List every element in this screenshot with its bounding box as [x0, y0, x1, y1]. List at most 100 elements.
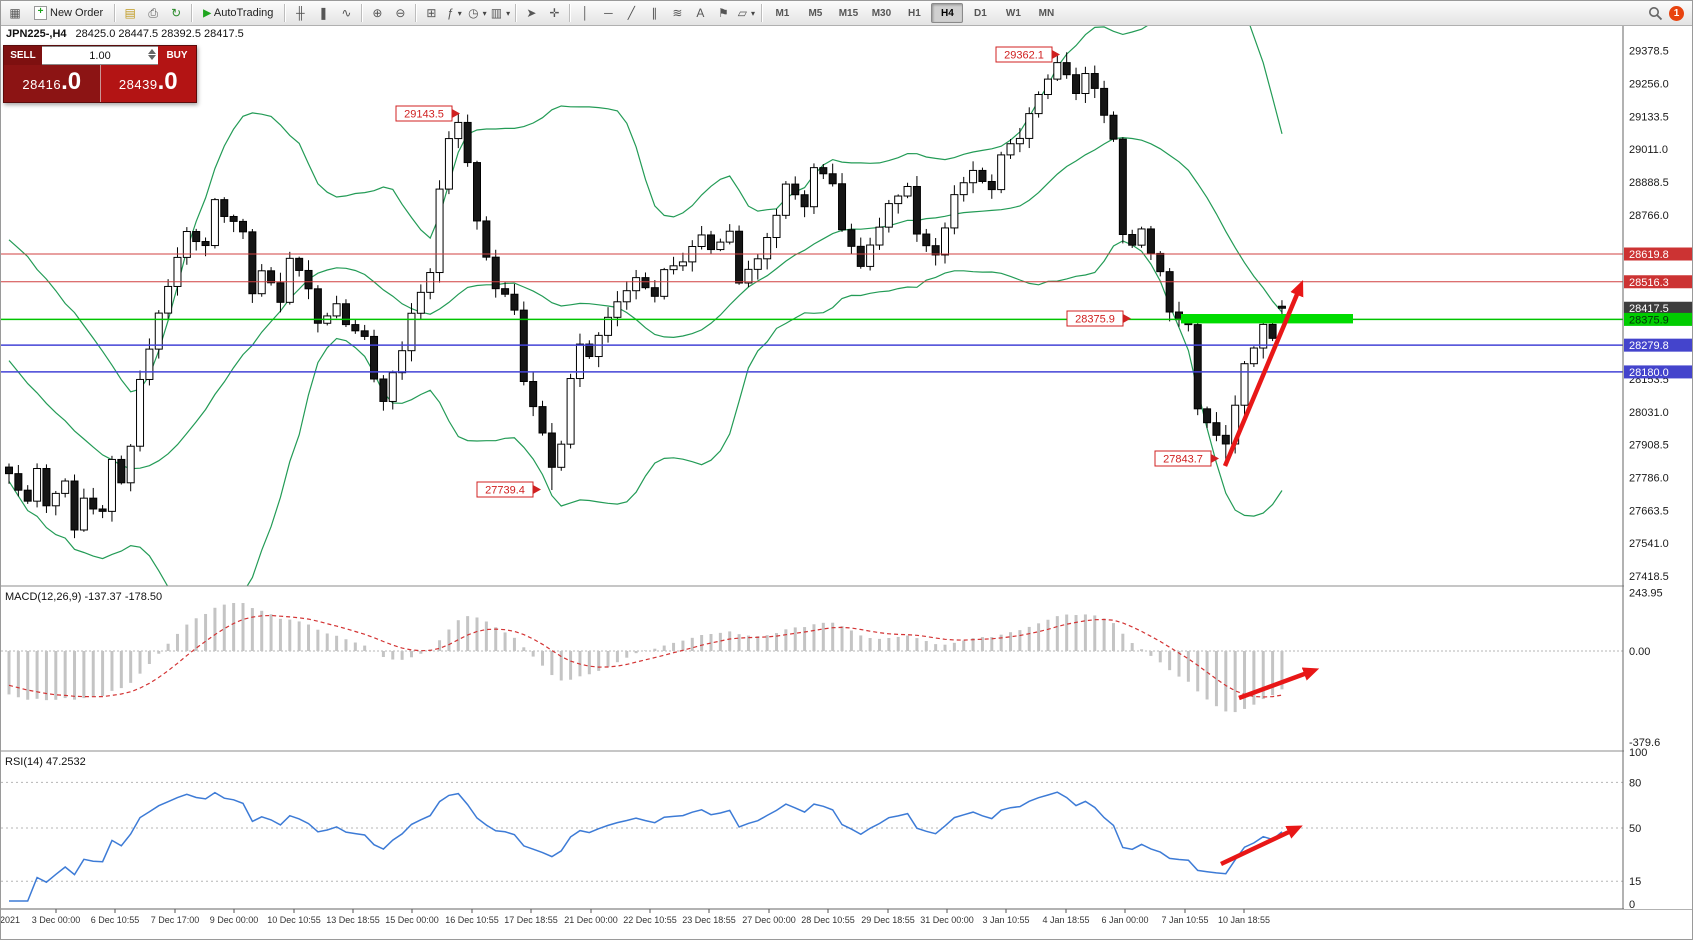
periods-button[interactable]: ◷ ▾: [466, 2, 488, 24]
trend-arrow-icon[interactable]: [1238, 667, 1320, 701]
candle: [341, 303, 350, 326]
zoom-out-button[interactable]: ⊖: [389, 2, 411, 24]
price-callout[interactable]: 28375.9: [1066, 310, 1131, 327]
timeframe-m1-button[interactable]: M1: [775, 7, 790, 19]
support-zone[interactable]: [1181, 314, 1353, 324]
svg-text:28417.5: 28417.5: [1629, 303, 1669, 315]
candle: [407, 312, 416, 352]
market-watch-button[interactable]: ▤: [119, 2, 141, 24]
svg-text:31 Dec 00:00: 31 Dec 00:00: [920, 915, 974, 925]
svg-text:0: 0: [1629, 899, 1635, 911]
candle: [959, 182, 968, 196]
tile-windows-button[interactable]: ⊞: [420, 2, 442, 24]
candle: [669, 265, 678, 271]
timeframe-d1-button[interactable]: D1: [974, 7, 987, 19]
svg-text:50: 50: [1629, 823, 1641, 835]
svg-text:2 Dec 2021: 2 Dec 2021: [1, 915, 20, 925]
svg-text:28031.0: 28031.0: [1629, 407, 1669, 419]
candle: [332, 303, 341, 317]
zoom-in-button[interactable]: ⊕: [366, 2, 388, 24]
trend-arrow-icon[interactable]: [1222, 280, 1304, 467]
candle: [398, 350, 407, 374]
buy-tab[interactable]: BUY: [158, 46, 196, 65]
templates-button[interactable]: ▥ ▾: [489, 2, 511, 24]
horizontal-lines[interactable]: [1, 253, 1623, 373]
channel-button[interactable]: ∥: [643, 2, 665, 24]
trend-arrow-icon[interactable]: [1220, 825, 1303, 867]
timeframe-m30-button[interactable]: M30: [871, 7, 892, 19]
svg-text:0.00: 0.00: [1629, 646, 1650, 658]
candle: [697, 234, 706, 247]
notification-badge[interactable]: 1: [1669, 5, 1684, 21]
line-chart-button[interactable]: ∿: [335, 2, 357, 24]
print-button[interactable]: ⎙: [142, 2, 164, 24]
new-order-icon: +: [34, 6, 47, 20]
candle: [501, 288, 510, 295]
price-callout[interactable]: 29143.5: [395, 105, 460, 122]
horizontal-line-button[interactable]: ─: [597, 2, 619, 24]
candle: [1193, 324, 1202, 410]
candle: [632, 277, 641, 292]
indicators-button[interactable]: ƒ ▾: [443, 2, 465, 24]
cursor-button[interactable]: ➤: [520, 2, 542, 24]
refresh-button[interactable]: ↻: [165, 2, 187, 24]
timeframe-mn-button[interactable]: MN: [1038, 7, 1055, 19]
sell-tab[interactable]: SELL: [4, 46, 42, 65]
toolbar-separator: [284, 4, 286, 22]
trend-arrows[interactable]: [1220, 280, 1320, 867]
new-chart-button[interactable]: ▦: [4, 2, 26, 24]
trendline-button[interactable]: ╱: [620, 2, 642, 24]
spinner-down-icon[interactable]: [148, 55, 156, 60]
new-order-button[interactable]: + New Order: [27, 2, 110, 24]
price-callout[interactable]: 27739.4: [476, 481, 541, 498]
candle: [192, 231, 201, 243]
volume-input[interactable]: 1.00: [42, 46, 158, 65]
price-axis[interactable]: 29378.5 29256.0 29133.5 29011.0 28888.5 28766…: [1622, 25, 1693, 911]
rsi-label: RSI(14) 47.2532: [5, 756, 86, 768]
label-button[interactable]: ⚑: [712, 2, 734, 24]
timeframe-h4-button[interactable]: H4: [931, 3, 964, 23]
spinner-up-icon[interactable]: [148, 49, 156, 54]
candlestick-chart-button[interactable]: ❚: [312, 2, 334, 24]
price-callout[interactable]: 29362.1: [995, 46, 1060, 63]
sell-button[interactable]: 28416.0: [4, 65, 101, 102]
price-callouts[interactable]: 29362.1 29143.5 28375.9 27843.7 27739.4: [395, 46, 1219, 498]
candle: [987, 180, 996, 191]
candle: [164, 285, 173, 314]
shapes-button[interactable]: ▱ ▾: [735, 2, 757, 24]
candle: [14, 473, 23, 491]
bollinger-bands: [8, 25, 1283, 586]
timeframe-h1-button[interactable]: H1: [908, 7, 921, 19]
svg-text:21 Dec 00:00: 21 Dec 00:00: [564, 915, 618, 925]
autotrading-button[interactable]: ▶ AutoTrading: [196, 2, 280, 24]
fibonacci-button[interactable]: ≋: [666, 2, 688, 24]
main-chart-layer[interactable]: [5, 1, 1286, 622]
timeframe-m15-button[interactable]: M15: [838, 7, 859, 19]
candle: [145, 348, 154, 380]
one-click-trading-panel: SELL 1.00 BUY 28416.0 28439.0: [3, 45, 197, 103]
candle: [1100, 87, 1109, 116]
volume-stepper[interactable]: [148, 49, 156, 60]
search-icon[interactable]: [1648, 6, 1663, 21]
time-axis[interactable]: 2 Dec 2021 3 Dec 00:00 6 Dec 10:55 7 Dec 17…: [1, 909, 1270, 925]
chart-symbol-info: JPN225-,H4 28425.0 28447.5 28392.5 28417…: [6, 28, 244, 40]
main-toolbar: ▦ + New Order ▤ ⎙ ↻ ▶ AutoTrading ╫ ❚ ∿ ⊕ ⊖ ⊞ ƒ ▾ ◷ ▾ ▥ ▾ ➤ ✛…: [1, 1, 1692, 26]
candle: [529, 381, 538, 408]
candle: [388, 372, 397, 402]
price-callout[interactable]: 27843.7: [1154, 450, 1219, 467]
svg-text:27908.5: 27908.5: [1629, 440, 1669, 452]
buy-button[interactable]: 28439.0: [100, 65, 196, 102]
candle: [416, 291, 425, 314]
candle: [33, 468, 42, 502]
timeframe-m5-button[interactable]: M5: [808, 7, 823, 19]
crosshair-button[interactable]: ✛: [543, 2, 565, 24]
text-button[interactable]: A: [689, 2, 711, 24]
vertical-line-button[interactable]: │: [574, 2, 596, 24]
svg-text:29 Dec 18:55: 29 Dec 18:55: [861, 915, 915, 925]
svg-text:29256.0: 29256.0: [1629, 78, 1669, 90]
timeframe-w1-button[interactable]: W1: [1005, 7, 1021, 19]
bar-chart-button[interactable]: ╫: [289, 2, 311, 24]
candle: [51, 492, 60, 507]
autotrading-label: AutoTrading: [213, 7, 274, 19]
